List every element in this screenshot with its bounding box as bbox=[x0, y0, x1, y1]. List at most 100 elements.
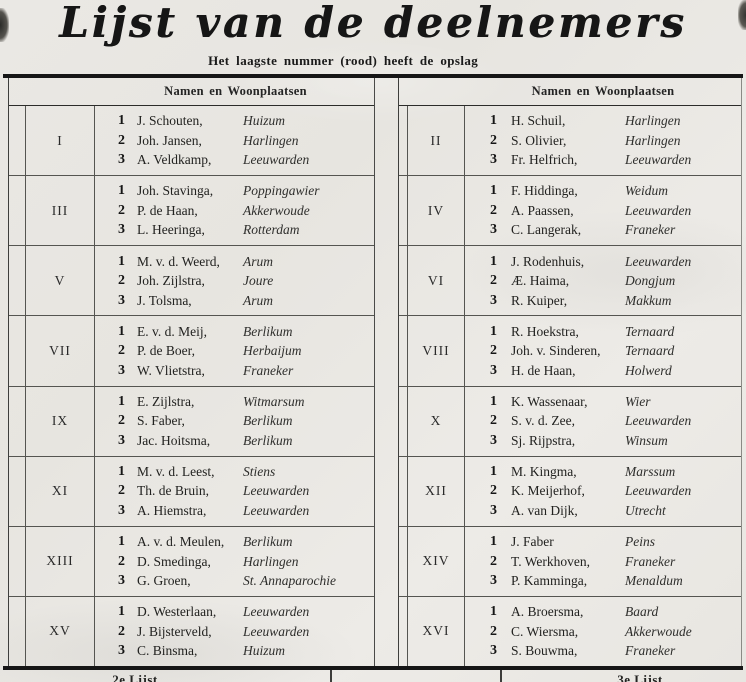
participant-row: 1 Joh. Stavinga, Poppingawier bbox=[111, 181, 374, 201]
group-entries: 1 M. v. d. Leest, Stiens 2 Th. de Bruin,… bbox=[95, 457, 374, 526]
participant-number: 1 bbox=[118, 113, 125, 129]
participant-name: H. Schuil, bbox=[511, 113, 566, 129]
participant-row: 1 F. Hiddinga, Weidum bbox=[481, 181, 741, 201]
gutter bbox=[399, 527, 407, 596]
participant-group: IX 1 E. Zijlstra, Witmarsum 2 S. Faber, … bbox=[9, 385, 374, 456]
participant-number: 3 bbox=[118, 573, 125, 589]
participant-row: 3 L. Heeringa, Rotterdam bbox=[111, 220, 374, 240]
participant-number: 3 bbox=[490, 432, 497, 448]
participant-group: I 1 J. Schouten, Huizum 2 Joh. Jansen, H… bbox=[9, 106, 374, 176]
participant-place: Leeuwarden bbox=[243, 152, 310, 168]
participant-row: 2 S. Olivier, Harlingen bbox=[481, 131, 741, 151]
participant-name: D. Westerlaan, bbox=[137, 604, 217, 620]
participant-place: Makkum bbox=[625, 292, 672, 308]
participant-name: A. Paassen, bbox=[511, 202, 574, 218]
gutter bbox=[399, 176, 407, 245]
group-entries: 1 J. Faber Peins 2 T. Werkhoven, Franeke… bbox=[465, 527, 741, 596]
participant-place: Weidum bbox=[625, 183, 668, 199]
next-list-footer: 2e Lijst 3e Lijst bbox=[0, 670, 746, 682]
participant-name: L. Heeringa, bbox=[137, 222, 205, 238]
group-numeral: II bbox=[407, 106, 465, 176]
participant-place: Dongjum bbox=[625, 273, 676, 289]
participant-place: Franeker bbox=[243, 362, 294, 378]
participant-place: Leeuwarden bbox=[625, 483, 692, 499]
participant-place: Leeuwarden bbox=[625, 152, 692, 168]
participant-number: 2 bbox=[490, 343, 497, 359]
gutter bbox=[9, 316, 25, 385]
participant-name: J. Schouten, bbox=[137, 113, 203, 129]
participant-name: A. Veldkamp, bbox=[137, 152, 212, 168]
participant-group: VII 1 E. v. d. Meij, Berlikum 2 P. de Bo… bbox=[9, 315, 374, 386]
participant-name: R. Kuiper, bbox=[511, 292, 568, 308]
participant-number: 1 bbox=[118, 463, 125, 479]
participant-place: Berlikum bbox=[243, 413, 293, 429]
participant-name: A. v. d. Meulen, bbox=[137, 534, 225, 550]
participant-number: 3 bbox=[490, 573, 497, 589]
participant-name: M. v. d. Leest, bbox=[137, 463, 215, 479]
participant-number: 1 bbox=[118, 604, 125, 620]
participant-number: 3 bbox=[118, 362, 125, 378]
participant-name: J. Tolsma, bbox=[137, 292, 192, 308]
group-entries: 1 J. Schouten, Huizum 2 Joh. Jansen, Har… bbox=[95, 106, 374, 175]
participant-number: 1 bbox=[490, 253, 497, 269]
participant-row: 2 P. de Boer, Herbaijum bbox=[111, 341, 374, 361]
participant-row: 1 E. Zijlstra, Witmarsum bbox=[111, 392, 374, 412]
participant-place: Arum bbox=[243, 292, 273, 308]
bottom-rule bbox=[3, 666, 743, 670]
group-numeral: XIV bbox=[407, 526, 465, 596]
participant-number: 3 bbox=[490, 362, 497, 378]
participant-name: P. Kamminga, bbox=[511, 573, 588, 589]
participant-row: 2 Joh. Zijlstra, Joure bbox=[111, 271, 374, 291]
participant-place: Joure bbox=[243, 273, 274, 289]
top-rule bbox=[3, 74, 743, 78]
participant-place: Ternaard bbox=[625, 323, 675, 339]
participant-number: 2 bbox=[118, 273, 125, 289]
participant-name: J. Rodenhuis, bbox=[511, 253, 585, 269]
group-entries: 1 E. Zijlstra, Witmarsum 2 S. Faber, Ber… bbox=[95, 387, 374, 456]
participant-row: 1 J. Rodenhuis, Leeuwarden bbox=[481, 252, 741, 272]
group-numeral: VI bbox=[407, 246, 465, 316]
participant-number: 1 bbox=[490, 534, 497, 550]
participant-number: 2 bbox=[118, 553, 125, 569]
participant-number: 3 bbox=[118, 502, 125, 518]
participant-place: Leeuwarden bbox=[243, 604, 310, 620]
participant-name: S. Faber, bbox=[137, 413, 185, 429]
participant-number: 1 bbox=[118, 323, 125, 339]
group-entries: 1 Joh. Stavinga, Poppingawier 2 P. de Ha… bbox=[95, 176, 374, 245]
participant-row: 2 C. Wiersma, Akkerwoude bbox=[481, 622, 741, 642]
participant-place: Harlingen bbox=[243, 132, 299, 148]
participant-place: Berlikum bbox=[243, 432, 293, 448]
page-title: Lijst van de deelnemers bbox=[59, 0, 687, 47]
participant-row: 3 S. Bouwma, Franeker bbox=[481, 641, 741, 661]
participant-name: G. Groen, bbox=[137, 573, 191, 589]
participant-name: M. v. d. Weerd, bbox=[137, 253, 220, 269]
participant-place: Leeuwarden bbox=[625, 253, 692, 269]
gutter bbox=[399, 106, 407, 175]
participant-place: Utrecht bbox=[625, 502, 666, 518]
participant-place: Peins bbox=[625, 534, 655, 550]
group-numeral: IV bbox=[407, 176, 465, 246]
participants-table-right: Namen en Woonplaatsen II 1 H. Schuil, Ha… bbox=[398, 78, 742, 666]
participant-name: R. Hoekstra, bbox=[511, 323, 579, 339]
gutter bbox=[9, 106, 25, 175]
gutter bbox=[9, 387, 25, 456]
participant-place: Harlingen bbox=[625, 132, 681, 148]
footer-label-right: 3e Lijst bbox=[617, 672, 663, 682]
participant-row: 2 K. Meijerhof, Leeuwarden bbox=[481, 481, 741, 501]
participant-row: 3 R. Kuiper, Makkum bbox=[481, 291, 741, 311]
participant-place: Harlingen bbox=[625, 113, 681, 129]
participant-place: Winsum bbox=[625, 432, 668, 448]
gutter bbox=[399, 316, 407, 385]
group-list: II 1 H. Schuil, Harlingen 2 S. Olivier, … bbox=[399, 106, 741, 666]
group-numeral: XIII bbox=[25, 526, 95, 596]
participant-number: 1 bbox=[118, 183, 125, 199]
participant-place: Baard bbox=[625, 604, 659, 620]
participant-row: 2 Joh. Jansen, Harlingen bbox=[111, 131, 374, 151]
participant-row: 2 Joh. v. Sinderen, Ternaard bbox=[481, 341, 741, 361]
participant-number: 3 bbox=[118, 152, 125, 168]
participant-number: 1 bbox=[118, 393, 125, 409]
participant-row: 3 W. Vlietstra, Franeker bbox=[111, 361, 374, 381]
participant-row: 3 Sj. Rijpstra, Winsum bbox=[481, 431, 741, 451]
participant-place: Leeuwarden bbox=[625, 202, 692, 218]
